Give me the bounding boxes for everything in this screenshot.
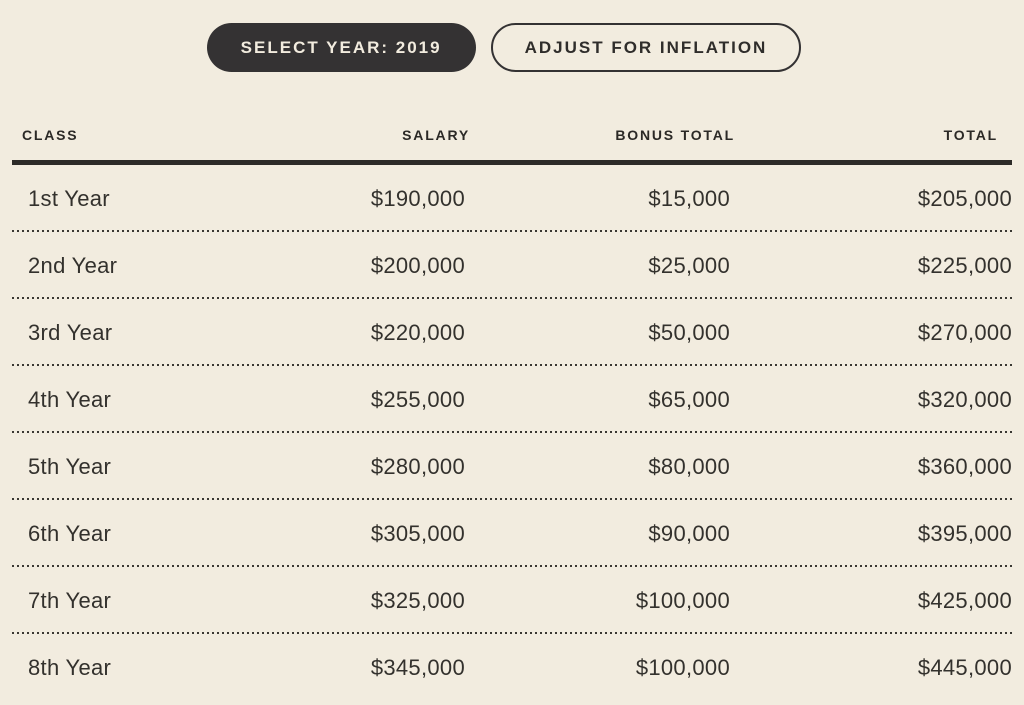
header-bonus-total: BONUS TOTAL	[470, 114, 735, 165]
bonus-cell: $100,000	[635, 654, 730, 680]
salary-cell: $305,000	[312, 500, 470, 567]
bonus-cell: $15,000	[470, 162, 735, 232]
total-cell: $395,000	[735, 500, 1012, 567]
toolbar: SELECT YEAR: 2019 ADJUST FOR INFLATION	[0, 0, 1016, 72]
class-cell: 5th Year	[12, 433, 312, 500]
table-row: 1st Year $190,000 $15,000 $205,000	[12, 162, 1012, 232]
salary-cell: $325,000	[312, 567, 470, 634]
total-cell: $205,000	[735, 162, 1012, 232]
salary-cell: $345,000	[370, 654, 465, 680]
class-cell: 8th Year	[28, 654, 112, 680]
class-cell: 1st Year	[12, 162, 312, 232]
table-row: 7th Year $325,000 $100,000 $425,000	[12, 567, 1012, 634]
adjust-for-inflation-button[interactable]: ADJUST FOR INFLATION	[490, 23, 802, 72]
total-cell: $320,000	[735, 366, 1012, 433]
table-row: 8th Year $345,000 $100,000 $445,000	[12, 634, 1012, 701]
bonus-cell: $50,000	[470, 299, 735, 366]
bonus-cell: $90,000	[470, 500, 735, 567]
class-cell: 3rd Year	[12, 299, 312, 366]
salary-cell: $200,000	[312, 232, 470, 299]
table-row: 6th Year $305,000 $90,000 $395,000	[12, 500, 1012, 567]
total-cell: $225,000	[735, 232, 1012, 299]
class-cell: 7th Year	[12, 567, 312, 634]
total-cell: $445,000	[917, 654, 1012, 680]
total-cell: $425,000	[735, 567, 1012, 634]
class-cell: 4th Year	[12, 366, 312, 433]
table-row: 4th Year $255,000 $65,000 $320,000	[12, 366, 1012, 433]
class-cell: 6th Year	[12, 500, 312, 567]
salary-cell: $280,000	[312, 433, 470, 500]
table-row: 3rd Year $220,000 $50,000 $270,000	[12, 299, 1012, 366]
header-row: CLASS SALARY BONUS TOTAL TOTAL	[12, 114, 1012, 165]
header-total: TOTAL	[735, 114, 1012, 165]
class-cell: 2nd Year	[12, 232, 312, 299]
total-cell: $270,000	[735, 299, 1012, 366]
salary-cell: $220,000	[312, 299, 470, 366]
header-salary: SALARY	[312, 114, 470, 165]
select-year-button[interactable]: SELECT YEAR: 2019	[206, 23, 476, 72]
bonus-cell: $25,000	[470, 232, 735, 299]
header-class: CLASS	[12, 114, 312, 165]
salary-table: CLASS SALARY BONUS TOTAL TOTAL 1st Year …	[12, 114, 1012, 701]
salary-table-body: 1st Year $190,000 $15,000 $205,000 2nd Y…	[12, 162, 1012, 702]
bonus-cell: $100,000	[470, 567, 735, 634]
bonus-cell: $65,000	[470, 366, 735, 433]
table-row: 2nd Year $200,000 $25,000 $225,000	[12, 232, 1012, 299]
total-cell: $360,000	[735, 433, 1012, 500]
bonus-cell: $80,000	[470, 433, 735, 500]
salary-cell: $255,000	[312, 366, 470, 433]
salary-cell: $190,000	[312, 162, 470, 232]
table-row: 5th Year $280,000 $80,000 $360,000	[12, 433, 1012, 500]
salary-table-header: CLASS SALARY BONUS TOTAL TOTAL	[12, 114, 1012, 165]
